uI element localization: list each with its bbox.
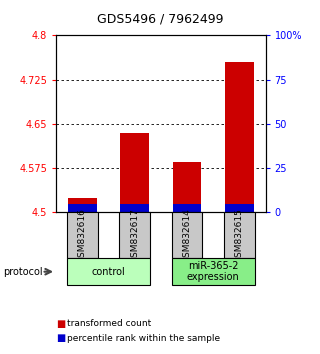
Bar: [119, 212, 150, 258]
Bar: [225, 62, 254, 212]
Bar: [172, 204, 201, 212]
Text: GSM832614: GSM832614: [182, 208, 191, 263]
Bar: [172, 212, 203, 258]
Text: miR-365-2
expression: miR-365-2 expression: [187, 261, 240, 282]
Bar: [67, 258, 150, 285]
Bar: [68, 204, 97, 212]
Text: GSM832616: GSM832616: [78, 208, 87, 263]
Bar: [120, 204, 149, 212]
Text: GDS5496 / 7962499: GDS5496 / 7962499: [97, 12, 223, 25]
Bar: [224, 212, 255, 258]
Bar: [225, 204, 254, 212]
Text: ■: ■: [56, 333, 65, 343]
Text: control: control: [92, 267, 125, 277]
Text: GSM832617: GSM832617: [130, 208, 139, 263]
Bar: [172, 258, 255, 285]
Bar: [68, 198, 97, 212]
Text: protocol: protocol: [3, 267, 43, 277]
Text: percentile rank within the sample: percentile rank within the sample: [67, 333, 220, 343]
Bar: [172, 162, 201, 212]
Text: GSM832615: GSM832615: [235, 208, 244, 263]
Text: transformed count: transformed count: [67, 319, 151, 329]
Bar: [120, 133, 149, 212]
Text: ■: ■: [56, 319, 65, 329]
Bar: [67, 212, 98, 258]
